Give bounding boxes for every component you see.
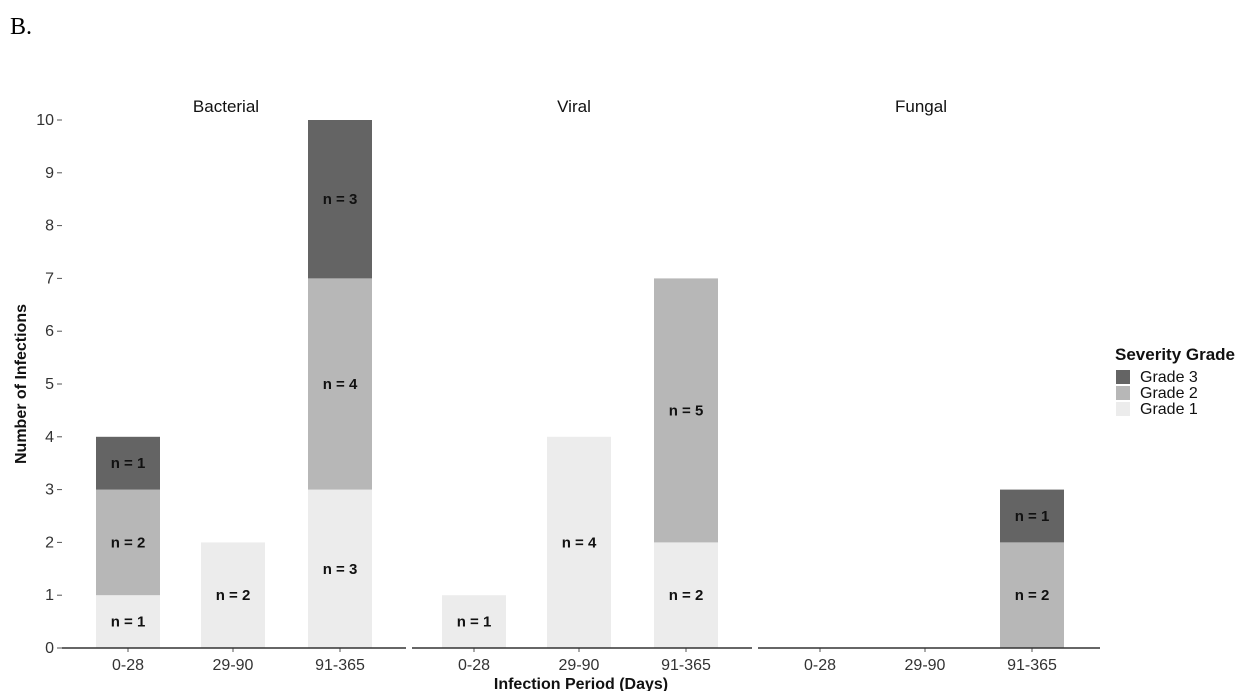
facet-fungal: Fungal 0-28 29-90 n = 2 n = 1 91-365	[758, 97, 1100, 674]
legend-label: Grade 2	[1140, 385, 1198, 402]
segment-count-label: n = 2	[111, 534, 146, 551]
x-tick-label: 29-90	[905, 657, 946, 674]
x-tick-label: 91-365	[315, 657, 365, 674]
bar-segment-grade-1	[96, 595, 160, 648]
segment-count-label: n = 1	[457, 614, 492, 631]
y-tick-label: 2	[45, 534, 54, 551]
segment-count-label: n = 3	[323, 561, 358, 578]
segment-count-label: n = 5	[669, 402, 704, 419]
facet-title: Viral	[557, 97, 591, 116]
legend-swatch	[1116, 370, 1130, 384]
y-tick-label: 10	[36, 112, 54, 129]
segment-count-label: n = 4	[562, 534, 597, 551]
bar-segment-grade-1	[654, 542, 718, 648]
panel-label: B.	[10, 14, 33, 40]
y-axis-title: Number of Infections	[13, 304, 30, 464]
y-tick-label: 4	[45, 429, 54, 446]
facets: Bacterial n = 1 n = 2 n = 1 0-28 n = 2 29-90 n …	[62, 97, 1100, 674]
bar-segment-grade-2	[654, 278, 718, 543]
segment-count-label: n = 2	[216, 587, 251, 604]
y-tick-label: 9	[45, 165, 54, 182]
y-tick-label: 6	[45, 323, 54, 340]
segment-count-label: n = 2	[669, 587, 704, 604]
segment-count-label: n = 1	[111, 614, 146, 631]
legend-title: Severity Grade	[1115, 345, 1235, 364]
bar-segment-grade-1	[201, 542, 265, 648]
facet-title: Bacterial	[193, 97, 259, 116]
y-tick-label: 3	[45, 482, 54, 499]
x-tick-label: 91-365	[661, 657, 711, 674]
bar-segment-grade-3	[1000, 489, 1064, 543]
y-tick-label: 1	[45, 587, 54, 604]
segment-count-label: n = 4	[323, 376, 358, 393]
x-axis-title: Infection Period (Days)	[494, 676, 668, 691]
facet-bacterial: Bacterial n = 1 n = 2 n = 1 0-28 n = 2 29-90 n …	[62, 97, 406, 674]
legend-swatch	[1116, 386, 1130, 400]
y-axis: 0 1 2 3 4 5 6 7 8 9 10	[36, 112, 62, 657]
x-tick-label: 0-28	[112, 657, 144, 674]
bar-segment-grade-2	[1000, 542, 1064, 648]
x-tick-label: 0-28	[458, 657, 490, 674]
y-tick-label: 7	[45, 270, 54, 287]
x-tick-label: 29-90	[213, 657, 254, 674]
x-tick-label: 0-28	[804, 657, 836, 674]
segment-count-label: n = 1	[111, 455, 146, 472]
y-tick-label: 8	[45, 218, 54, 235]
bar-segment-grade-1	[442, 595, 506, 648]
legend-label: Grade 1	[1140, 401, 1198, 418]
segment-count-label: n = 2	[1015, 587, 1050, 604]
facet-title: Fungal	[895, 97, 947, 116]
y-tick-label: 5	[45, 376, 54, 393]
x-tick-label: 29-90	[559, 657, 600, 674]
segment-count-label: n = 3	[323, 191, 358, 208]
y-tick-label: 0	[45, 640, 54, 657]
bar-segment-grade-3	[96, 436, 160, 490]
bar-segment-grade-1	[308, 489, 372, 648]
bar-segment-grade-3	[308, 120, 372, 279]
segment-count-label: n = 1	[1015, 508, 1050, 525]
bar-segment-grade-2	[96, 489, 160, 596]
x-tick-label: 91-365	[1007, 657, 1057, 674]
bar-segment-grade-2	[308, 278, 372, 490]
bar-segment-grade-1	[547, 436, 611, 648]
facet-viral: Viral n = 1 0-28 n = 4 29-90 n = 2 n = 5 91-365	[412, 97, 752, 674]
legend-label: Grade 3	[1140, 369, 1198, 386]
legend-swatch	[1116, 402, 1130, 416]
